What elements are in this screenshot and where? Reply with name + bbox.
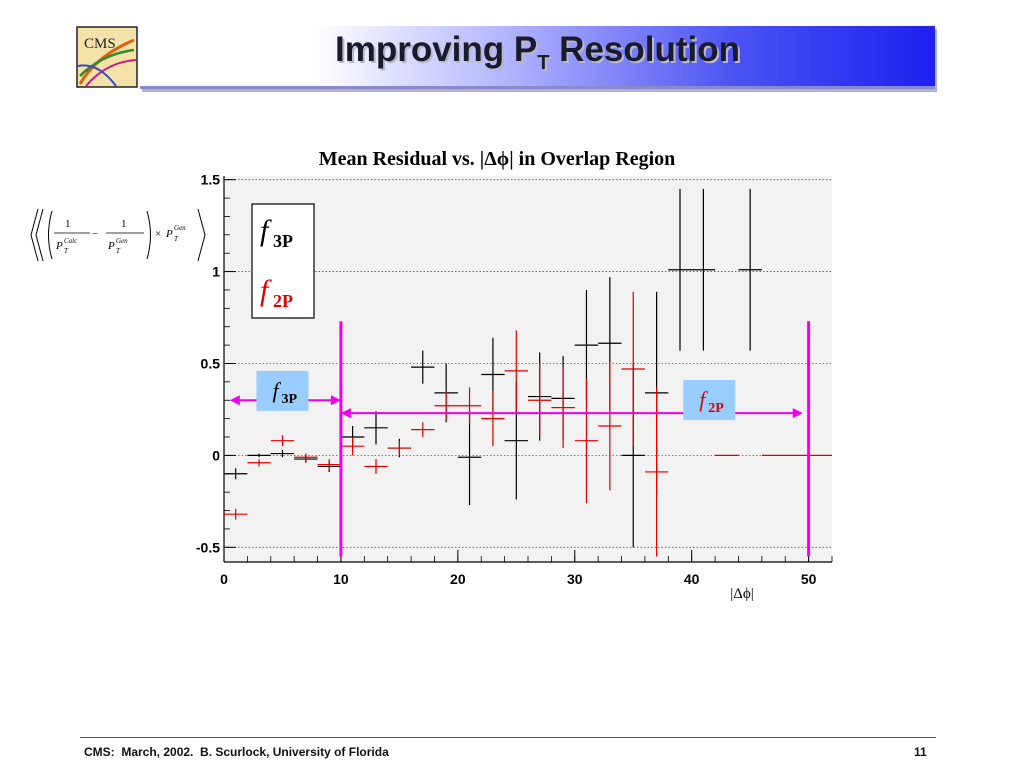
page-number: 11 [914,745,927,759]
annotation-label: f [699,387,708,412]
data-point-f2p [504,330,528,412]
footer-text: CMS: March, 2002. B. Scurlock, Universit… [84,745,389,759]
axes: -0.500.511.50 10 20 30 40 50 [196,172,833,587]
data-point-f3p [411,350,435,384]
data-point-f2p [434,391,458,421]
data-point-f3p [738,188,762,351]
formula-num-1: 1 [65,218,71,230]
data-series [224,188,832,557]
arrow-head-left-icon [340,408,351,419]
data-point-f2p [598,361,622,491]
data-point-f2p [481,391,505,447]
data-point-f3p [224,468,248,480]
data-point-f2p [621,291,645,447]
data-point-f3p [247,453,271,458]
x-axis-label: |Δϕ| [730,586,754,602]
legend-box [251,203,315,319]
x-tick-label: 0 [220,571,228,587]
formula-denom-1: P [55,240,63,252]
data-point-f2p [340,437,365,456]
data-point-f2p [574,378,599,504]
formula-num-2: 1 [121,218,127,230]
formula-denom-2: P [107,240,115,252]
plot-area [224,176,832,562]
arrow-head-right-icon [330,395,341,406]
data-point-f2p [224,508,248,520]
y-tick-label: 0.5 [201,355,221,371]
title-main: Improving P [334,30,538,69]
x-tick-label: 10 [333,571,349,587]
x-tick-label: 20 [450,571,466,587]
data-point-f3p [270,449,295,458]
y-tick-label: 1 [212,264,220,280]
title-subscript: T [537,52,550,74]
annotation-box [256,370,309,411]
formula-factor: P [165,228,173,240]
data-point-f3p [457,409,482,506]
title-banner [140,26,935,89]
data-point-f2p [411,422,435,438]
annotation-label: f [272,378,281,403]
formula-times: × [155,228,161,240]
x-tick-label: 30 [567,571,583,587]
formula-denom-2-sub: T [116,247,121,255]
annotation-label-sub: 2P [708,401,724,416]
region-boundaries [339,321,811,557]
data-point-f2p [247,459,271,467]
data-point-f3p [668,188,692,351]
arrow-head-right-icon [792,408,803,419]
legend-entry-sub: 2P [273,291,293,311]
chart-title: Mean Residual vs. |Δϕ| in Overlap Region [319,148,676,170]
data-point-f2p [528,363,552,438]
formula-minus: − [92,228,98,240]
data-point-f2p [644,387,669,557]
formula-denom-1-sub: T [64,247,69,255]
annotation-box [683,380,736,421]
formula-denom-1-sup: Calc [64,237,78,245]
y-tick-label: -0.5 [196,539,220,555]
data-point-f2p [294,453,318,461]
legend-entry-sub: 3P [273,231,293,251]
data-point-f2p [457,387,482,425]
data-point-f2p [364,459,388,474]
formula-factor-sub: T [174,235,179,243]
y-tick-label: 0 [212,447,220,463]
x-tick-label: 40 [684,571,700,587]
formula-factor-sup: Gen [174,224,186,232]
title-rest: Resolution [549,30,741,69]
x-tick-label: 50 [801,571,817,587]
data-point-f2p [387,440,412,456]
footer-divider [80,737,936,738]
data-point-f3p [364,411,388,445]
data-point-f2p [270,435,295,447]
annotation-label-sub: 3P [281,392,297,407]
cms-logo: CMS [76,26,138,88]
formula-denom-2-sup: Gen [116,237,128,245]
data-point-f2p [551,367,575,449]
arrow-head-left-icon [229,395,240,406]
slide-title: Improving PT Resolution [140,30,935,75]
logo-text: CMS [84,36,116,52]
region-annotations: f 3P f 2P [229,370,803,421]
residual-formula: 1 P Calc T − 1 P Gen T × P Gen T [30,208,206,262]
data-point-f2p [317,459,341,471]
y-tick-label: 1.5 [201,172,221,188]
legend: f 3Pf 2P [251,203,315,319]
data-point-f3p [691,188,716,351]
